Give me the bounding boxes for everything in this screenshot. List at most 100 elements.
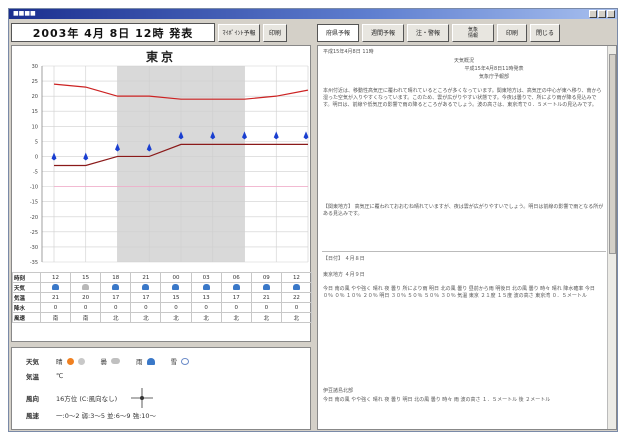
rain-icon (112, 284, 120, 291)
y-tick-label: -5 (33, 170, 38, 176)
table-cell: 北 (220, 312, 252, 323)
wind-marker (115, 143, 120, 152)
legend-temp-row: 気温 ℃ (26, 371, 63, 381)
y-tick-label: 10 (32, 124, 38, 130)
wind-marker (51, 152, 57, 161)
legend-wind-speed-label: 風速 (26, 412, 39, 420)
cloud-icon (82, 284, 90, 291)
rain-icon (262, 284, 270, 291)
table-cell: 0 (100, 302, 132, 313)
minimize-button[interactable] (589, 10, 597, 18)
issue-date-display: 2003年 4月 8日 12時 発表 (11, 23, 215, 42)
doc-summary: 本州付近は、移動性高気圧に覆われて晴れているところが多くなっています。関東地方は… (323, 88, 602, 109)
legend-rain-label: 雨 (136, 358, 143, 366)
table-cell: 北 (250, 312, 282, 323)
weather-cell (39, 282, 72, 293)
my-point-forecast-button[interactable]: ﾏｲﾎﾟｲﾝﾄ予報 (218, 23, 260, 42)
table-cell: 18 (100, 272, 132, 283)
print-doc-button[interactable]: 印刷 (497, 23, 527, 42)
doc-section-region: 東京地方 ４月９日 (323, 272, 365, 278)
table-cell: 09 (250, 272, 282, 283)
y-tick-label: -25 (30, 230, 38, 236)
doc-title: 天気概況 (453, 58, 474, 64)
legend-panel: 天気 晴 曇 雨 雪 気温 ℃ 風向 16方位 (C:風向なし) (11, 347, 311, 430)
table-cell: 21 (39, 292, 72, 303)
maximize-button[interactable] (598, 10, 606, 18)
table-cell: 17 (100, 292, 132, 303)
section-divider (322, 251, 606, 252)
wind-marker (210, 131, 216, 140)
tab-prefecture-forecast[interactable]: 府県予報 (317, 23, 359, 42)
temperature-wind-chart: 30 25 20 15 10 5 0 -5 -10 -15 -20 -25 -30 -35 (30, 64, 309, 266)
y-tick-label: -15 (30, 200, 38, 206)
doc-issued: 平成15年4月8日11時発表 (464, 66, 524, 72)
table-cell: 0 (250, 302, 282, 313)
forecast-table: 時刻 12 15 18 21 00 03 06 09 12 天気 気温 21 20 17 17 15 13 17 21… (12, 272, 313, 323)
y-tick-label: -20 (30, 215, 38, 221)
rain-icon (232, 284, 240, 291)
y-tick-label: 0 (35, 154, 38, 160)
wind-marker (242, 131, 247, 140)
table-cell: 17 (220, 292, 252, 303)
rain-icon (52, 284, 60, 291)
table-cell: 20 (70, 292, 102, 303)
wind-marker (303, 131, 309, 140)
legend-weather-label: 天気 (26, 358, 39, 366)
snow-icon (181, 357, 189, 365)
doc-date: 平成15年4月8日 11時 (323, 49, 374, 55)
table-cell: 北 (160, 312, 192, 323)
tab-warnings[interactable]: 注・警報 (407, 23, 449, 42)
table-cell: 12 (280, 272, 313, 283)
left-pane: 2003年 4月 8日 12時 発表 ﾏｲﾎﾟｲﾝﾄ予報 印刷 東京 30 25 2… (11, 22, 313, 430)
doc-issuer: 気象庁予報部 (478, 74, 509, 80)
series-line-1 (54, 143, 308, 167)
legend-wind-dir-label: 風向 (26, 395, 39, 403)
legend-wind-dir-row: 風向 16方位 (C:風向なし) (26, 386, 157, 410)
sun-icon (66, 357, 74, 365)
print-button[interactable]: 印刷 (263, 23, 287, 42)
close-button[interactable] (607, 10, 615, 18)
weather-cell (130, 282, 162, 293)
app-window: ■■■■ 2003年 4月 8日 12時 発表 ﾏｲﾎﾟｲﾝﾄ予報 印刷 東京 … (8, 8, 618, 432)
legend-sun-label: 晴 (56, 358, 63, 366)
right-pane: 府県予報 週間予報 注・警報 気象 情報 印刷 閉じる 平成15年4月8日 11… (317, 22, 617, 430)
weather-cell (70, 282, 102, 293)
time-series-chart-panel: 東京 30 25 20 15 10 5 0 -5 -10 -15 -20 -25 -30 -35 時刻 12… (11, 45, 313, 342)
title-bar: ■■■■ (9, 9, 617, 19)
series-line-0 (53, 83, 309, 100)
scrollbar-thumb[interactable] (609, 54, 616, 254)
legend-cloud-label: 曇 (100, 358, 108, 366)
table-cell: 15 (70, 272, 102, 283)
rain-icon (202, 284, 210, 291)
table-cell: 21 (130, 272, 162, 283)
table-cell: 0 (220, 302, 252, 313)
weather-cell (190, 282, 222, 293)
y-tick-label: 5 (35, 139, 38, 145)
tab-weather-info[interactable]: 気象 情報 (452, 23, 494, 42)
table-cell: 17 (130, 292, 162, 303)
rain-icon (292, 284, 300, 291)
y-tick-label: 25 (32, 79, 38, 85)
row-header: 天気 (12, 282, 41, 293)
table-cell: 南 (70, 312, 102, 323)
wind-marker (273, 131, 279, 140)
cloud-icon (111, 358, 120, 364)
text-scrollbar[interactable] (607, 46, 616, 429)
table-cell: 06 (220, 272, 252, 283)
table-cell: 22 (280, 292, 313, 303)
legend-temp-unit: ℃ (56, 372, 64, 380)
rain-icon (172, 284, 180, 291)
table-cell: 12 (39, 272, 72, 283)
legend-snow-label: 雪 (170, 358, 178, 366)
y-tick-label: 30 (32, 64, 38, 70)
table-cell: 0 (190, 302, 222, 313)
doc-section-date: 【日付】 ４月８日 (323, 256, 365, 262)
y-tick-label: -10 (30, 185, 38, 191)
table-row: 降水 0 0 0 0 0 0 0 0 0 (12, 302, 313, 313)
table-cell: 00 (160, 272, 192, 283)
row-header: 風速 (12, 312, 41, 323)
tab-weekly-forecast[interactable]: 週間予報 (362, 23, 404, 42)
close-doc-button[interactable]: 閉じる (530, 23, 560, 42)
city-title: 東京 (145, 50, 176, 64)
table-row: 時刻 12 15 18 21 00 03 06 09 12 (12, 272, 313, 283)
